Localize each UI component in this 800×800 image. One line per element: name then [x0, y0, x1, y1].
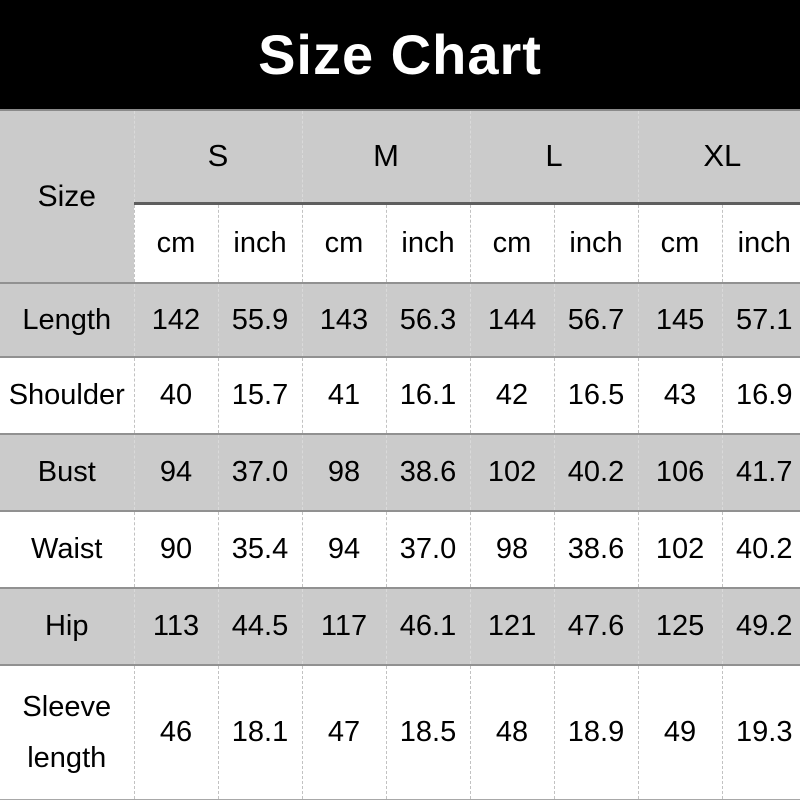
value-cell: 57.1: [721, 282, 800, 357]
value-cell: 41.7: [721, 433, 800, 511]
unit-header-inch: inch: [217, 203, 302, 283]
size-header-row: Size S M L XL: [0, 111, 800, 283]
value-cell: 47.6: [553, 587, 639, 665]
value-cell: 37.0: [385, 510, 471, 588]
value-cell: 43: [637, 356, 723, 434]
size-chart-table-container: Size S M L XL cm inch cm inch cm inch cm…: [0, 111, 800, 800]
value-cell: 18.5: [385, 664, 471, 800]
value-cell: 16.5: [553, 356, 639, 434]
size-header-m: M: [301, 111, 471, 205]
value-cell: 47: [301, 664, 386, 800]
title-bar: Size Chart: [0, 0, 800, 111]
size-header-l: L: [469, 111, 639, 205]
value-cell: 113: [133, 587, 218, 665]
table-row-bust: Bust 94 37.0 98 38.6 102 40.2 106 41.7: [0, 433, 800, 511]
value-cell: 19.3: [721, 664, 800, 800]
value-cell: 98: [469, 510, 555, 588]
value-cell: 16.1: [385, 356, 471, 434]
value-cell: 106: [637, 433, 723, 511]
value-cell: 38.6: [385, 433, 471, 511]
page-title: Size Chart: [258, 23, 542, 86]
unit-header-cm: cm: [301, 203, 386, 283]
value-cell: 46.1: [385, 587, 471, 665]
value-cell: 98: [301, 433, 386, 511]
value-cell: 40.2: [553, 433, 639, 511]
table-row-shoulder: Shoulder 40 15.7 41 16.1 42 16.5 43 16.9: [0, 356, 800, 434]
table-row-length: Length 142 55.9 143 56.3 144 56.7 145 57…: [0, 282, 800, 357]
value-cell: 56.3: [385, 282, 471, 357]
value-cell: 143: [301, 282, 386, 357]
value-cell: 37.0: [217, 433, 302, 511]
size-header-xl: XL: [637, 111, 800, 205]
value-cell: 94: [301, 510, 386, 588]
value-cell: 121: [469, 587, 555, 665]
value-cell: 102: [637, 510, 723, 588]
value-cell: 142: [133, 282, 218, 357]
size-header-s: S: [133, 111, 302, 205]
row-label: Shoulder: [0, 356, 134, 434]
value-cell: 56.7: [553, 282, 639, 357]
value-cell: 46: [133, 664, 218, 800]
value-cell: 16.9: [721, 356, 800, 434]
table-row-hip: Hip 113 44.5 117 46.1 121 47.6 125 49.2: [0, 587, 800, 665]
value-cell: 94: [133, 433, 218, 511]
value-cell: 38.6: [553, 510, 639, 588]
row-label: Length: [0, 282, 134, 357]
value-cell: 145: [637, 282, 723, 357]
value-cell: 44.5: [217, 587, 302, 665]
value-cell: 35.4: [217, 510, 302, 588]
value-cell: 18.9: [553, 664, 639, 800]
size-chart-table: Size S M L XL cm inch cm inch cm inch cm…: [0, 111, 800, 800]
unit-header-cm: cm: [469, 203, 555, 283]
table-row-waist: Waist 90 35.4 94 37.0 98 38.6 102 40.2: [0, 510, 800, 588]
row-label: Hip: [0, 587, 134, 665]
value-cell: 144: [469, 282, 555, 357]
value-cell: 125: [637, 587, 723, 665]
row-label: Waist: [0, 510, 134, 588]
row-label: Bust: [0, 433, 134, 511]
unit-header-inch: inch: [553, 203, 639, 283]
value-cell: 18.1: [217, 664, 302, 800]
row-label: Sleeve length: [0, 664, 134, 800]
corner-label-size: Size: [0, 111, 134, 283]
value-cell: 117: [301, 587, 386, 665]
table-row-sleeve-length: Sleeve length 46 18.1 47 18.5 48 18.9 49…: [0, 664, 800, 800]
value-cell: 55.9: [217, 282, 302, 357]
unit-header-row: cm inch cm inch cm inch cm inch: [0, 203, 800, 283]
value-cell: 40.2: [721, 510, 800, 588]
value-cell: 90: [133, 510, 218, 588]
value-cell: 49.2: [721, 587, 800, 665]
unit-header-cm: cm: [637, 203, 723, 283]
unit-header-inch: inch: [385, 203, 471, 283]
value-cell: 49: [637, 664, 723, 800]
value-cell: 41: [301, 356, 386, 434]
unit-header-inch: inch: [721, 203, 800, 283]
value-cell: 40: [133, 356, 218, 434]
value-cell: 102: [469, 433, 555, 511]
value-cell: 42: [469, 356, 555, 434]
unit-header-cm: cm: [133, 203, 218, 283]
value-cell: 48: [469, 664, 555, 800]
value-cell: 15.7: [217, 356, 302, 434]
